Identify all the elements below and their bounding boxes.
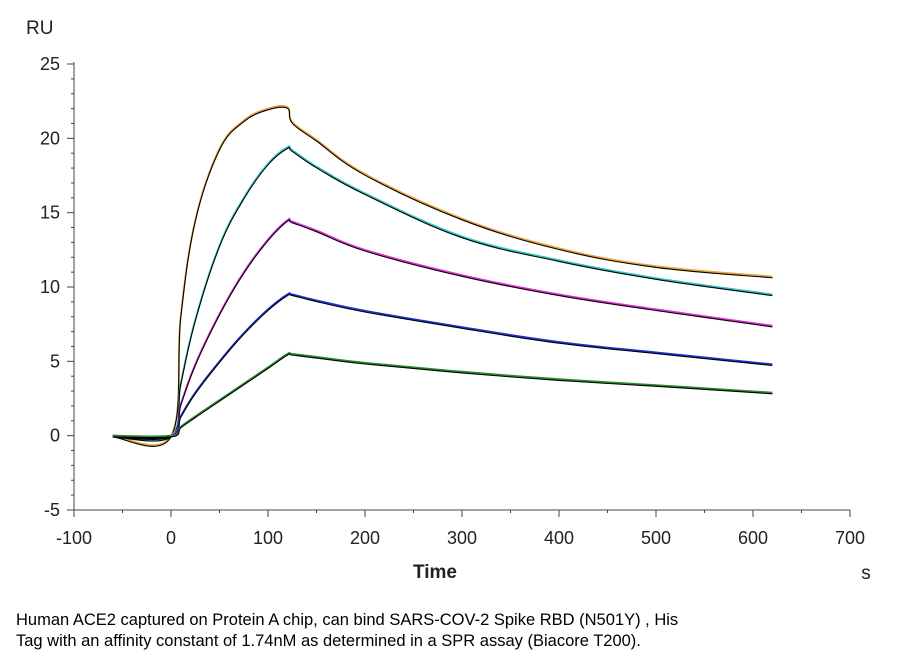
y-tick-label: 25 xyxy=(40,54,60,74)
y-axis-title: RU xyxy=(26,18,53,39)
x-tick-label: 500 xyxy=(641,528,671,548)
x-tick-label: 0 xyxy=(166,528,176,548)
axes xyxy=(67,62,851,517)
x-tick-label: 400 xyxy=(544,528,574,548)
y-tick-label: -5 xyxy=(44,500,60,520)
y-tick-label: 5 xyxy=(50,351,60,371)
y-tick-label: 20 xyxy=(40,128,60,148)
x-tick-label: -100 xyxy=(56,528,92,548)
data-curve-1 xyxy=(112,104,773,447)
caption-line-1: Human ACE2 captured on Protein A chip, c… xyxy=(16,611,679,629)
x-tick-label: 600 xyxy=(738,528,768,548)
figure-caption: Human ACE2 captured on Protein A chip, c… xyxy=(16,610,876,652)
fit-curve-4 xyxy=(112,293,773,439)
y-tick-label: 0 xyxy=(50,426,60,446)
spr-sensorgram-chart: -5 0 5 10 15 20 25 -100 0 100 200 300 400 500 600 700 RU… xyxy=(26,18,871,584)
x-tick-label: 200 xyxy=(350,528,380,548)
fit-curve-1 xyxy=(112,106,773,447)
caption-line-2: Tag with an affinity constant of 1.74nM … xyxy=(16,632,641,650)
fit-curve-5 xyxy=(112,353,773,439)
data-curve-2 xyxy=(112,145,773,441)
series-layer xyxy=(112,104,773,447)
x-tick-label: 700 xyxy=(835,528,865,548)
data-curve-4 xyxy=(112,292,773,439)
labels-layer: -5 0 5 10 15 20 25 -100 0 100 200 300 400 500 600 700 RU… xyxy=(26,18,871,584)
x-tick-label: 300 xyxy=(447,528,477,548)
fit-curve-3 xyxy=(112,219,773,440)
x-axis-unit: s xyxy=(861,563,871,584)
data-curve-5 xyxy=(112,351,773,438)
y-tick-label: 10 xyxy=(40,277,60,297)
x-axis-title: Time xyxy=(413,562,457,583)
fit-curve-2 xyxy=(112,146,773,442)
y-tick-label: 15 xyxy=(40,203,60,223)
x-tick-label: 100 xyxy=(253,528,283,548)
